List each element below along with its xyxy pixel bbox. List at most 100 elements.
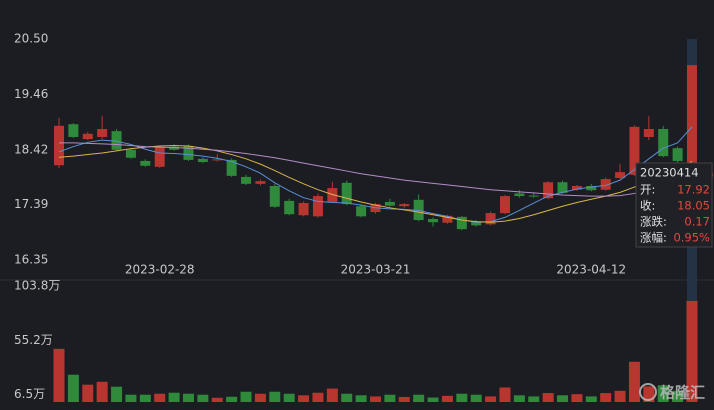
candle-body (428, 218, 439, 223)
candle-body (571, 185, 582, 190)
candle-body (413, 199, 424, 221)
candle-body (615, 172, 626, 178)
watermark-text: 格隆汇 (660, 384, 705, 402)
candle-body (600, 179, 611, 190)
volume-bar (470, 394, 482, 402)
volume-bar (53, 348, 65, 402)
candle-body (241, 176, 252, 184)
volume-bar (326, 388, 338, 402)
volume-bar (384, 394, 396, 402)
candle-body (82, 133, 93, 140)
candle-body (54, 125, 64, 166)
candle-body (499, 196, 510, 214)
y-tick-label: 55.2万 (14, 333, 53, 347)
candle-body (197, 158, 208, 163)
volume-bar (111, 386, 123, 402)
volume-bar (441, 395, 453, 402)
tooltip-date: 20230414 (640, 166, 699, 180)
tooltip-box (635, 162, 713, 248)
volume-bar (600, 393, 612, 402)
volume-bar (643, 386, 655, 402)
candle-body (586, 185, 597, 191)
volume-bar (628, 361, 640, 402)
x-tick-label: 2023-04-12 (556, 263, 626, 277)
y-tick-label: 19.46 (14, 87, 48, 101)
volume-bar (240, 391, 252, 402)
volume-bar (672, 390, 684, 402)
candle-body (341, 182, 352, 205)
tooltip-value: 17.92 (677, 183, 710, 197)
plot: 16.35 17.39 18.42 19.46 20.50 6.5万 55.2万 103.8万… (0, 32, 713, 402)
volume-bar (269, 391, 281, 402)
volume-bar (226, 396, 238, 402)
candle-body (212, 159, 223, 161)
volume-bar (82, 384, 94, 402)
volume-bar (585, 396, 597, 402)
candle-body (471, 221, 482, 226)
candle-body (672, 148, 683, 161)
tooltip-label: 涨幅: (640, 231, 667, 245)
volume-bar (139, 394, 151, 402)
candle-body (327, 188, 338, 202)
candle-body (68, 124, 79, 137)
y-tick-label: 20.50 (14, 32, 48, 46)
tooltip-value: 18.05 (677, 199, 710, 213)
tooltip-value: 0.95% (673, 231, 710, 245)
candle-body (658, 128, 669, 157)
candle-body (284, 200, 295, 215)
candle-body (442, 215, 453, 223)
volume-bar (456, 393, 468, 402)
candle-body (514, 193, 525, 197)
candle-body (183, 146, 194, 160)
volume-bar (557, 395, 569, 402)
candle-body (298, 203, 309, 216)
volume-bar (96, 381, 108, 402)
candle-body (399, 204, 410, 207)
candle-body (312, 196, 323, 217)
candle-body (111, 131, 122, 150)
volume-bar (312, 392, 324, 402)
moving-average-line (58, 145, 693, 223)
x-tick-label: 2023-03-21 (341, 263, 411, 277)
tooltip-label: 开: (640, 183, 655, 197)
volume-bar (528, 396, 540, 402)
candle-body (356, 206, 367, 217)
volume-bar (67, 374, 79, 402)
candle-body (557, 182, 568, 193)
volume-bar (182, 393, 194, 402)
volume-bar (485, 396, 497, 402)
volume-bar (686, 300, 698, 402)
y-tick-label: 16.35 (14, 253, 48, 267)
y-tick-label: 6.5万 (14, 387, 45, 401)
volume-bar (513, 395, 525, 402)
watermark-logo (639, 383, 657, 401)
candle-body (456, 216, 467, 230)
candle-body (154, 147, 165, 167)
volume-bar (571, 394, 583, 402)
candle-body (169, 146, 180, 150)
volume-bar (370, 396, 381, 402)
volume-bar (355, 395, 367, 402)
volume-bar (283, 393, 295, 402)
candle-body (643, 128, 654, 137)
tooltip: 20230414 开: 17.92 收: 18.05 涨跌: 0.17 涨幅: … (635, 162, 713, 248)
candle-body (226, 159, 237, 176)
candle-body (269, 185, 280, 207)
candle-body (485, 213, 496, 225)
y-tick-label: 17.39 (14, 197, 48, 211)
volume-bar (542, 393, 554, 402)
candle-body (384, 201, 395, 206)
volume-bar (254, 393, 266, 402)
candle-body (543, 182, 554, 199)
volume-bar (211, 397, 223, 402)
volume-bar (427, 397, 439, 402)
watermark: 格隆汇 (639, 383, 705, 402)
volume-bar (398, 396, 410, 402)
tooltip-label: 涨跌: (640, 215, 667, 229)
candle-body (528, 195, 539, 197)
moving-average-line (58, 126, 693, 223)
volume-bar (197, 394, 209, 402)
y-tick-label: 18.42 (14, 142, 48, 156)
volume-bar (298, 395, 310, 402)
candle-body (687, 65, 697, 166)
